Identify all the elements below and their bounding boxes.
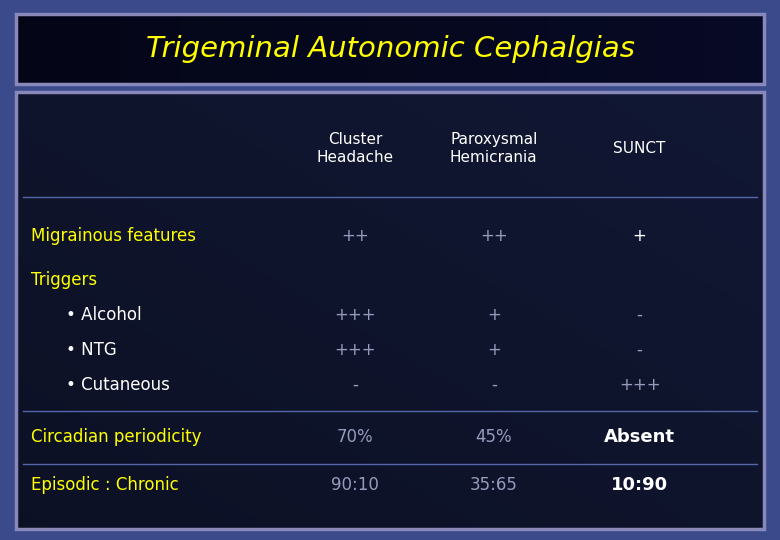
Text: Paroxysmal
Hemicrania: Paroxysmal Hemicrania — [450, 132, 537, 165]
Text: 70%: 70% — [337, 428, 373, 447]
Text: Trigeminal Autonomic Cephalgias: Trigeminal Autonomic Cephalgias — [146, 35, 634, 63]
Text: +: + — [633, 227, 647, 245]
Text: Cluster
Headache: Cluster Headache — [317, 132, 393, 165]
Text: • NTG: • NTG — [66, 341, 117, 359]
Text: +: + — [487, 341, 501, 359]
Text: -: - — [636, 341, 643, 359]
Text: 45%: 45% — [476, 428, 512, 447]
Text: -: - — [352, 376, 358, 394]
Text: ++: ++ — [480, 227, 508, 245]
Text: Absent: Absent — [604, 428, 675, 447]
Text: Migrainous features: Migrainous features — [31, 227, 197, 245]
Text: -: - — [636, 306, 643, 324]
Text: +++: +++ — [334, 306, 376, 324]
Text: Episodic : Chronic: Episodic : Chronic — [31, 476, 179, 495]
Text: +++: +++ — [619, 376, 661, 394]
Text: SUNCT: SUNCT — [613, 141, 666, 156]
Text: -: - — [491, 376, 497, 394]
Text: +: + — [487, 306, 501, 324]
Text: 10:90: 10:90 — [611, 476, 668, 495]
Text: • Alcohol: • Alcohol — [66, 306, 142, 324]
Text: 35:65: 35:65 — [470, 476, 518, 495]
Text: 90:10: 90:10 — [331, 476, 379, 495]
Text: • Cutaneous: • Cutaneous — [66, 376, 170, 394]
Text: Triggers: Triggers — [31, 271, 98, 289]
Text: ++: ++ — [341, 227, 369, 245]
Text: Circadian periodicity: Circadian periodicity — [31, 428, 202, 447]
Text: +++: +++ — [334, 341, 376, 359]
